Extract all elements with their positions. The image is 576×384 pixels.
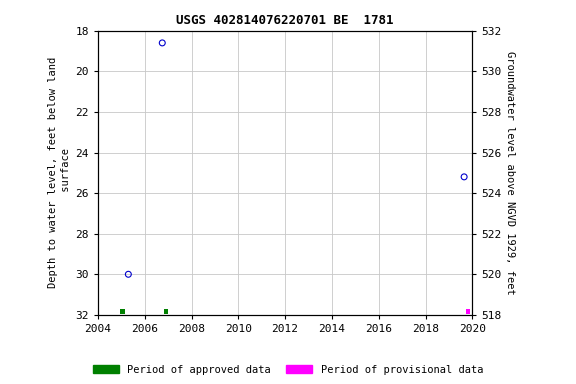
Y-axis label: Depth to water level, feet below land
 surface: Depth to water level, feet below land su… [48, 57, 71, 288]
Bar [120, 309, 124, 314]
Point [158, 40, 167, 46]
Y-axis label: Groundwater level above NGVD 1929, feet: Groundwater level above NGVD 1929, feet [506, 51, 516, 295]
Title: USGS 402814076220701 BE  1781: USGS 402814076220701 BE 1781 [176, 14, 394, 27]
Bar [465, 309, 470, 314]
Bar [164, 309, 168, 314]
Point [124, 271, 133, 277]
Point [460, 174, 469, 180]
Legend: Period of approved data, Period of provisional data: Period of approved data, Period of provi… [89, 361, 487, 379]
